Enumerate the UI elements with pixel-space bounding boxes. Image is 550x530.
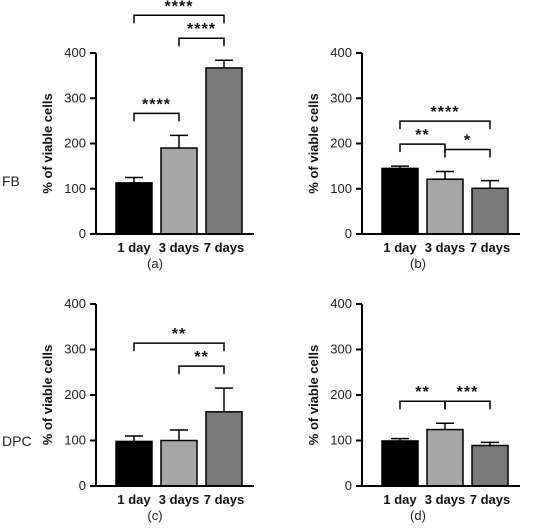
bar — [205, 411, 243, 487]
y-tick-label: 200 — [64, 136, 86, 151]
significance-label: *** — [457, 384, 479, 401]
significance-label: ** — [194, 349, 208, 366]
bar — [381, 440, 419, 487]
significance-label: * — [464, 133, 471, 150]
significance-bracket — [399, 120, 491, 130]
y-tick-label: 400 — [330, 296, 352, 311]
significance-bracket — [133, 112, 180, 122]
bar — [115, 440, 153, 487]
bar — [471, 444, 509, 487]
y-tick-label: 400 — [330, 45, 352, 60]
y-tick-label: 0 — [79, 478, 86, 493]
panel-label: (c) — [147, 508, 162, 523]
y-tick-label: 200 — [330, 136, 352, 151]
y-tick-label: 200 — [330, 387, 352, 402]
significance-label: ** — [415, 127, 429, 144]
bar — [426, 178, 464, 235]
y-tick-label: 0 — [345, 478, 352, 493]
y-tick-label: 300 — [64, 342, 86, 357]
x-tick-label: 3 days — [425, 492, 465, 507]
x-tick-label: 1 day — [383, 240, 417, 255]
bar — [381, 167, 419, 235]
row-label-fb: FB — [2, 173, 20, 189]
significance-bracket — [178, 365, 225, 375]
row-label-dpc: DPC — [2, 433, 32, 449]
bar — [115, 182, 153, 235]
significance-bracket — [399, 143, 446, 153]
y-tick-label: 100 — [330, 433, 352, 448]
x-tick-label: 7 days — [204, 492, 244, 507]
y-tick-label: 100 — [64, 181, 86, 196]
significance-label: **** — [187, 21, 216, 38]
significance-label: **** — [431, 104, 460, 121]
chart-panel-b: 0 100 200 300 400 % of viable cells 1 day 3 day… — [306, 45, 520, 271]
y-tick-label: 100 — [330, 181, 352, 196]
y-tick-label: 300 — [330, 342, 352, 357]
x-tick-label: 3 days — [425, 240, 465, 255]
y-axis-title: % of viable cells — [306, 345, 321, 445]
significance-label: ** — [172, 326, 186, 343]
x-tick-label: 7 days — [470, 240, 510, 255]
y-tick-label: 200 — [64, 387, 86, 402]
bar — [160, 147, 198, 235]
significance-bracket — [133, 342, 225, 352]
bar — [205, 67, 243, 235]
y-axis-title: % of viable cells — [40, 345, 55, 445]
panel-label: (b) — [410, 256, 426, 271]
y-tick-label: 400 — [64, 296, 86, 311]
x-tick-label: 7 days — [204, 240, 244, 255]
significance-bracket — [444, 400, 491, 410]
x-tick-label: 1 day — [117, 492, 151, 507]
bar — [471, 187, 509, 235]
chart-panel-c: 0 100 200 300 400 % of viable cells 1 day 3 day… — [40, 296, 254, 523]
bar — [426, 428, 464, 487]
y-tick-label: 300 — [64, 90, 86, 105]
significance-label: ** — [415, 384, 429, 401]
significance-bracket — [444, 148, 491, 158]
panel-label: (a) — [147, 256, 163, 271]
y-tick-label: 300 — [330, 90, 352, 105]
y-axis-title: % of viable cells — [40, 93, 55, 193]
significance-bracket — [178, 37, 225, 47]
y-tick-label: 100 — [64, 433, 86, 448]
x-tick-label: 7 days — [470, 492, 510, 507]
significance-label: **** — [142, 96, 171, 113]
chart-panel-a: 0 100 200 300 400 % of viable cells 1 day 3 day… — [40, 0, 254, 271]
x-tick-label: 3 days — [159, 492, 199, 507]
significance-bracket — [399, 400, 446, 410]
y-axis-title: % of viable cells — [306, 93, 321, 193]
significance-bracket — [133, 14, 225, 24]
y-tick-label: 0 — [345, 226, 352, 241]
y-tick-label: 400 — [64, 45, 86, 60]
x-tick-label: 3 days — [159, 240, 199, 255]
bar — [160, 439, 198, 487]
chart-panel-d: 0 100 200 300 400 % of viable cells 1 day 3 day… — [306, 296, 520, 523]
x-tick-label: 1 day — [383, 492, 417, 507]
y-tick-label: 0 — [79, 226, 86, 241]
x-tick-label: 1 day — [117, 240, 151, 255]
panel-label: (d) — [410, 508, 426, 523]
significance-label: **** — [165, 0, 194, 15]
